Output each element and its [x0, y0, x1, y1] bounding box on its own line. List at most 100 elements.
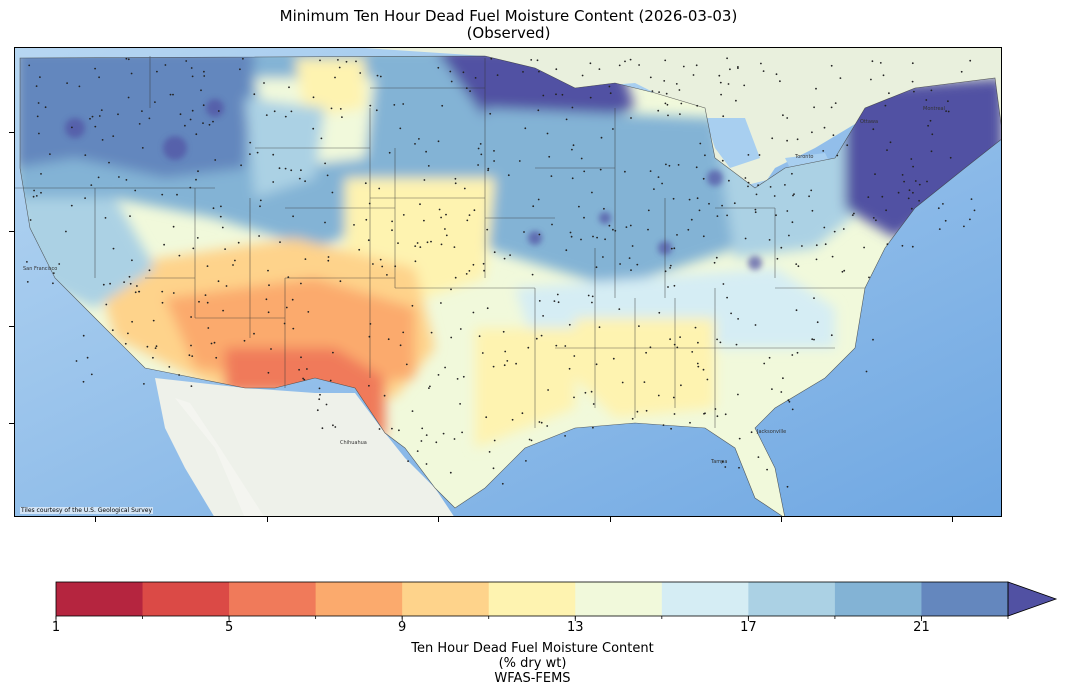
- station-marker: [910, 158, 913, 160]
- station-marker: [131, 320, 133, 323]
- station-marker: [573, 396, 575, 399]
- station-marker: [249, 141, 252, 144]
- station-marker: [217, 110, 220, 112]
- station-marker: [663, 80, 666, 82]
- station-marker: [737, 393, 739, 396]
- station-marker: [618, 64, 621, 67]
- map-canvas: San Francisco Chihuahua Jacksonville Tam…: [15, 48, 1001, 516]
- station-marker: [926, 180, 928, 183]
- station-marker: [454, 276, 457, 279]
- station-marker: [699, 142, 702, 145]
- station-marker: [426, 241, 429, 244]
- label-san-francisco: San Francisco: [23, 266, 57, 272]
- station-marker: [176, 193, 178, 196]
- station-marker: [249, 153, 251, 155]
- station-marker: [324, 221, 326, 224]
- station-marker: [411, 304, 414, 307]
- station-marker: [537, 109, 540, 112]
- station-marker: [811, 131, 813, 134]
- station-marker: [760, 62, 762, 65]
- station-marker: [220, 205, 222, 208]
- station-marker: [402, 103, 405, 105]
- station-marker: [437, 374, 440, 376]
- station-marker: [716, 415, 719, 418]
- station-marker: [763, 362, 766, 365]
- station-marker: [839, 77, 842, 79]
- label-jacksonville: Jacksonville: [756, 429, 786, 435]
- station-marker: [768, 239, 771, 241]
- station-marker: [419, 246, 422, 249]
- x-tick-mark: [952, 517, 953, 522]
- station-marker: [664, 270, 667, 273]
- station-marker: [929, 119, 932, 122]
- station-marker: [673, 343, 676, 346]
- station-marker: [670, 427, 672, 430]
- station-marker: [886, 243, 889, 246]
- station-marker: [330, 107, 333, 110]
- state-boundaries: [15, 55, 1001, 516]
- station-marker: [124, 342, 127, 345]
- station-marker: [744, 237, 747, 240]
- station-marker: [234, 259, 236, 262]
- map-panel[interactable]: San Francisco Chihuahua Jacksonville Tam…: [14, 47, 1002, 517]
- station-marker: [911, 80, 914, 83]
- station-marker: [303, 378, 306, 381]
- colorbar-bin: [834, 582, 922, 616]
- colorbar-bin: [575, 582, 663, 616]
- station-marker: [493, 439, 496, 442]
- station-marker: [200, 89, 202, 92]
- station-marker: [206, 301, 209, 304]
- station-marker: [450, 288, 452, 291]
- station-marker: [668, 164, 671, 167]
- station-marker: [462, 71, 465, 74]
- station-marker: [583, 170, 586, 173]
- station-marker: [969, 59, 972, 62]
- station-marker: [332, 351, 334, 354]
- station-marker: [367, 239, 370, 242]
- station-marker: [538, 300, 541, 302]
- station-marker: [65, 230, 67, 233]
- station-marker: [624, 170, 626, 173]
- station-marker: [960, 70, 963, 73]
- station-marker: [595, 266, 598, 269]
- station-marker: [949, 156, 952, 159]
- station-marker: [75, 360, 78, 362]
- station-marker: [721, 159, 724, 162]
- station-marker: [720, 93, 722, 96]
- station-marker: [304, 258, 307, 260]
- station-marker: [553, 300, 556, 302]
- station-marker: [97, 176, 100, 179]
- station-marker: [631, 417, 634, 420]
- station-marker: [695, 166, 698, 169]
- station-marker: [378, 187, 381, 190]
- station-marker: [885, 209, 887, 212]
- station-marker: [657, 394, 660, 397]
- station-marker: [795, 263, 798, 265]
- station-marker: [676, 234, 678, 236]
- station-marker: [324, 162, 326, 165]
- station-marker: [339, 280, 342, 283]
- station-marker: [665, 92, 668, 95]
- station-marker: [421, 427, 424, 430]
- station-marker: [267, 311, 270, 314]
- station-marker: [694, 326, 697, 329]
- station-marker: [727, 83, 730, 85]
- station-marker: [307, 311, 310, 313]
- colorbar-label-line1: Ten Hour Dead Fuel Moisture Content: [411, 641, 654, 656]
- station-marker: [796, 138, 799, 141]
- station-marker: [379, 75, 382, 78]
- station-marker: [824, 243, 827, 246]
- station-marker: [667, 114, 669, 117]
- station-marker: [359, 72, 362, 74]
- station-marker: [164, 64, 167, 66]
- station-marker: [636, 410, 639, 413]
- station-marker: [664, 102, 667, 105]
- station-marker: [791, 354, 794, 356]
- station-marker: [647, 209, 650, 212]
- station-marker: [213, 341, 216, 344]
- lake-huron: [705, 118, 760, 168]
- colorbar-tick-label: 9: [398, 620, 407, 635]
- station-marker: [285, 306, 288, 309]
- colorbar-label-line3: WFAS-FEMS: [494, 671, 571, 686]
- station-marker: [329, 379, 332, 382]
